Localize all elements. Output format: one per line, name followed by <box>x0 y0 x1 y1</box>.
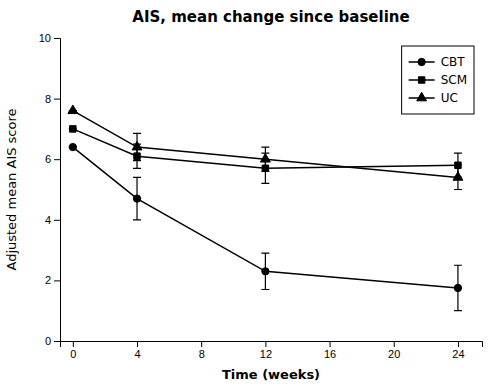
legend: CBT SCM UC <box>402 46 474 114</box>
legend-label: SCM <box>441 73 467 87</box>
x-tick-mark <box>458 341 459 347</box>
series-line <box>73 111 458 178</box>
error-bar <box>454 165 462 189</box>
error-bar <box>261 253 269 289</box>
y-axis-line <box>54 39 61 342</box>
y-tick-label: 8 <box>45 93 51 105</box>
x-tick: 20 <box>388 341 400 360</box>
y-tick-mark <box>54 99 60 100</box>
x-tick-label: 8 <box>199 348 205 360</box>
x-axis-title: Time (weeks) <box>222 367 320 382</box>
x-tick-mark <box>394 341 395 347</box>
y-tick-label: 10 <box>39 32 51 44</box>
point <box>260 154 270 163</box>
x-tick: 16 <box>324 341 336 360</box>
point <box>69 143 76 150</box>
marks <box>68 105 463 311</box>
series-1 <box>69 126 462 184</box>
x-tick: 0 <box>70 341 76 360</box>
x-tick-mark <box>73 341 74 347</box>
y-axis: 0 2 4 6 8 10 <box>39 32 61 347</box>
x-axis: 0 4 8 12 16 20 24 <box>61 341 483 360</box>
series-2 <box>68 105 463 189</box>
y-tick: 10 <box>39 32 60 44</box>
legend-marker <box>418 77 424 83</box>
y-tick-label: 4 <box>45 214 51 226</box>
x-tick-label: 0 <box>70 348 76 360</box>
point <box>453 172 463 181</box>
point <box>262 268 269 275</box>
title: AIS, mean change since baseline <box>132 8 409 26</box>
legend-label: UC <box>441 91 458 105</box>
point <box>133 195 140 202</box>
x-tick: 12 <box>260 341 272 360</box>
x-tick-mark <box>201 341 202 347</box>
point <box>68 105 78 114</box>
y-tick-mark <box>54 341 60 342</box>
y-tick-mark <box>54 159 60 160</box>
y-tick: 4 <box>45 214 60 226</box>
y-tick-label: 2 <box>45 274 51 286</box>
x-tick-label: 16 <box>324 348 336 360</box>
legend-box <box>402 46 474 114</box>
point <box>70 126 76 132</box>
y-tick: 2 <box>45 274 60 286</box>
series-0 <box>69 143 462 310</box>
x-tick: 8 <box>199 341 205 360</box>
x-tick-mark <box>265 341 266 347</box>
legend-item: UC <box>409 91 458 105</box>
legend-label: CBT <box>441 55 466 69</box>
chart: 048121620240246810CBTSCMUCAIS, mean chan… <box>0 0 500 389</box>
x-tick-label: 20 <box>388 348 400 360</box>
legend-marker <box>417 92 427 101</box>
y-tick-mark <box>54 220 60 221</box>
plot-area: 048121620240246810CBTSCMUC <box>39 32 483 360</box>
chart-container: 048121620240246810CBTSCMUCAIS, mean chan… <box>0 0 500 389</box>
legend-item: SCM <box>409 73 467 87</box>
legend-marker <box>418 58 425 65</box>
x-tick-mark <box>330 341 331 347</box>
x-tick-label: 24 <box>452 348 464 360</box>
y-tick: 8 <box>45 93 60 105</box>
error-bar <box>133 133 141 160</box>
y-tick-label: 0 <box>45 335 51 347</box>
x-axis-line <box>61 342 483 348</box>
y-tick-mark <box>54 280 60 281</box>
error-bar <box>261 147 269 171</box>
x-tick-label: 4 <box>134 348 140 360</box>
y-tick-mark <box>54 38 60 39</box>
x-tick: 24 <box>452 341 464 360</box>
point <box>132 141 142 150</box>
y-tick: 6 <box>45 153 60 165</box>
y-axis-title: Adjusted mean AIS score <box>4 108 19 270</box>
error-bar <box>133 177 141 219</box>
error-bar <box>454 265 462 310</box>
x-tick-label: 12 <box>260 348 272 360</box>
x-tick-mark <box>137 341 138 347</box>
y-tick: 0 <box>45 335 60 347</box>
legend-item: CBT <box>409 55 466 69</box>
point <box>454 284 461 291</box>
x-tick: 4 <box>134 341 140 360</box>
y-tick-label: 6 <box>45 153 51 165</box>
